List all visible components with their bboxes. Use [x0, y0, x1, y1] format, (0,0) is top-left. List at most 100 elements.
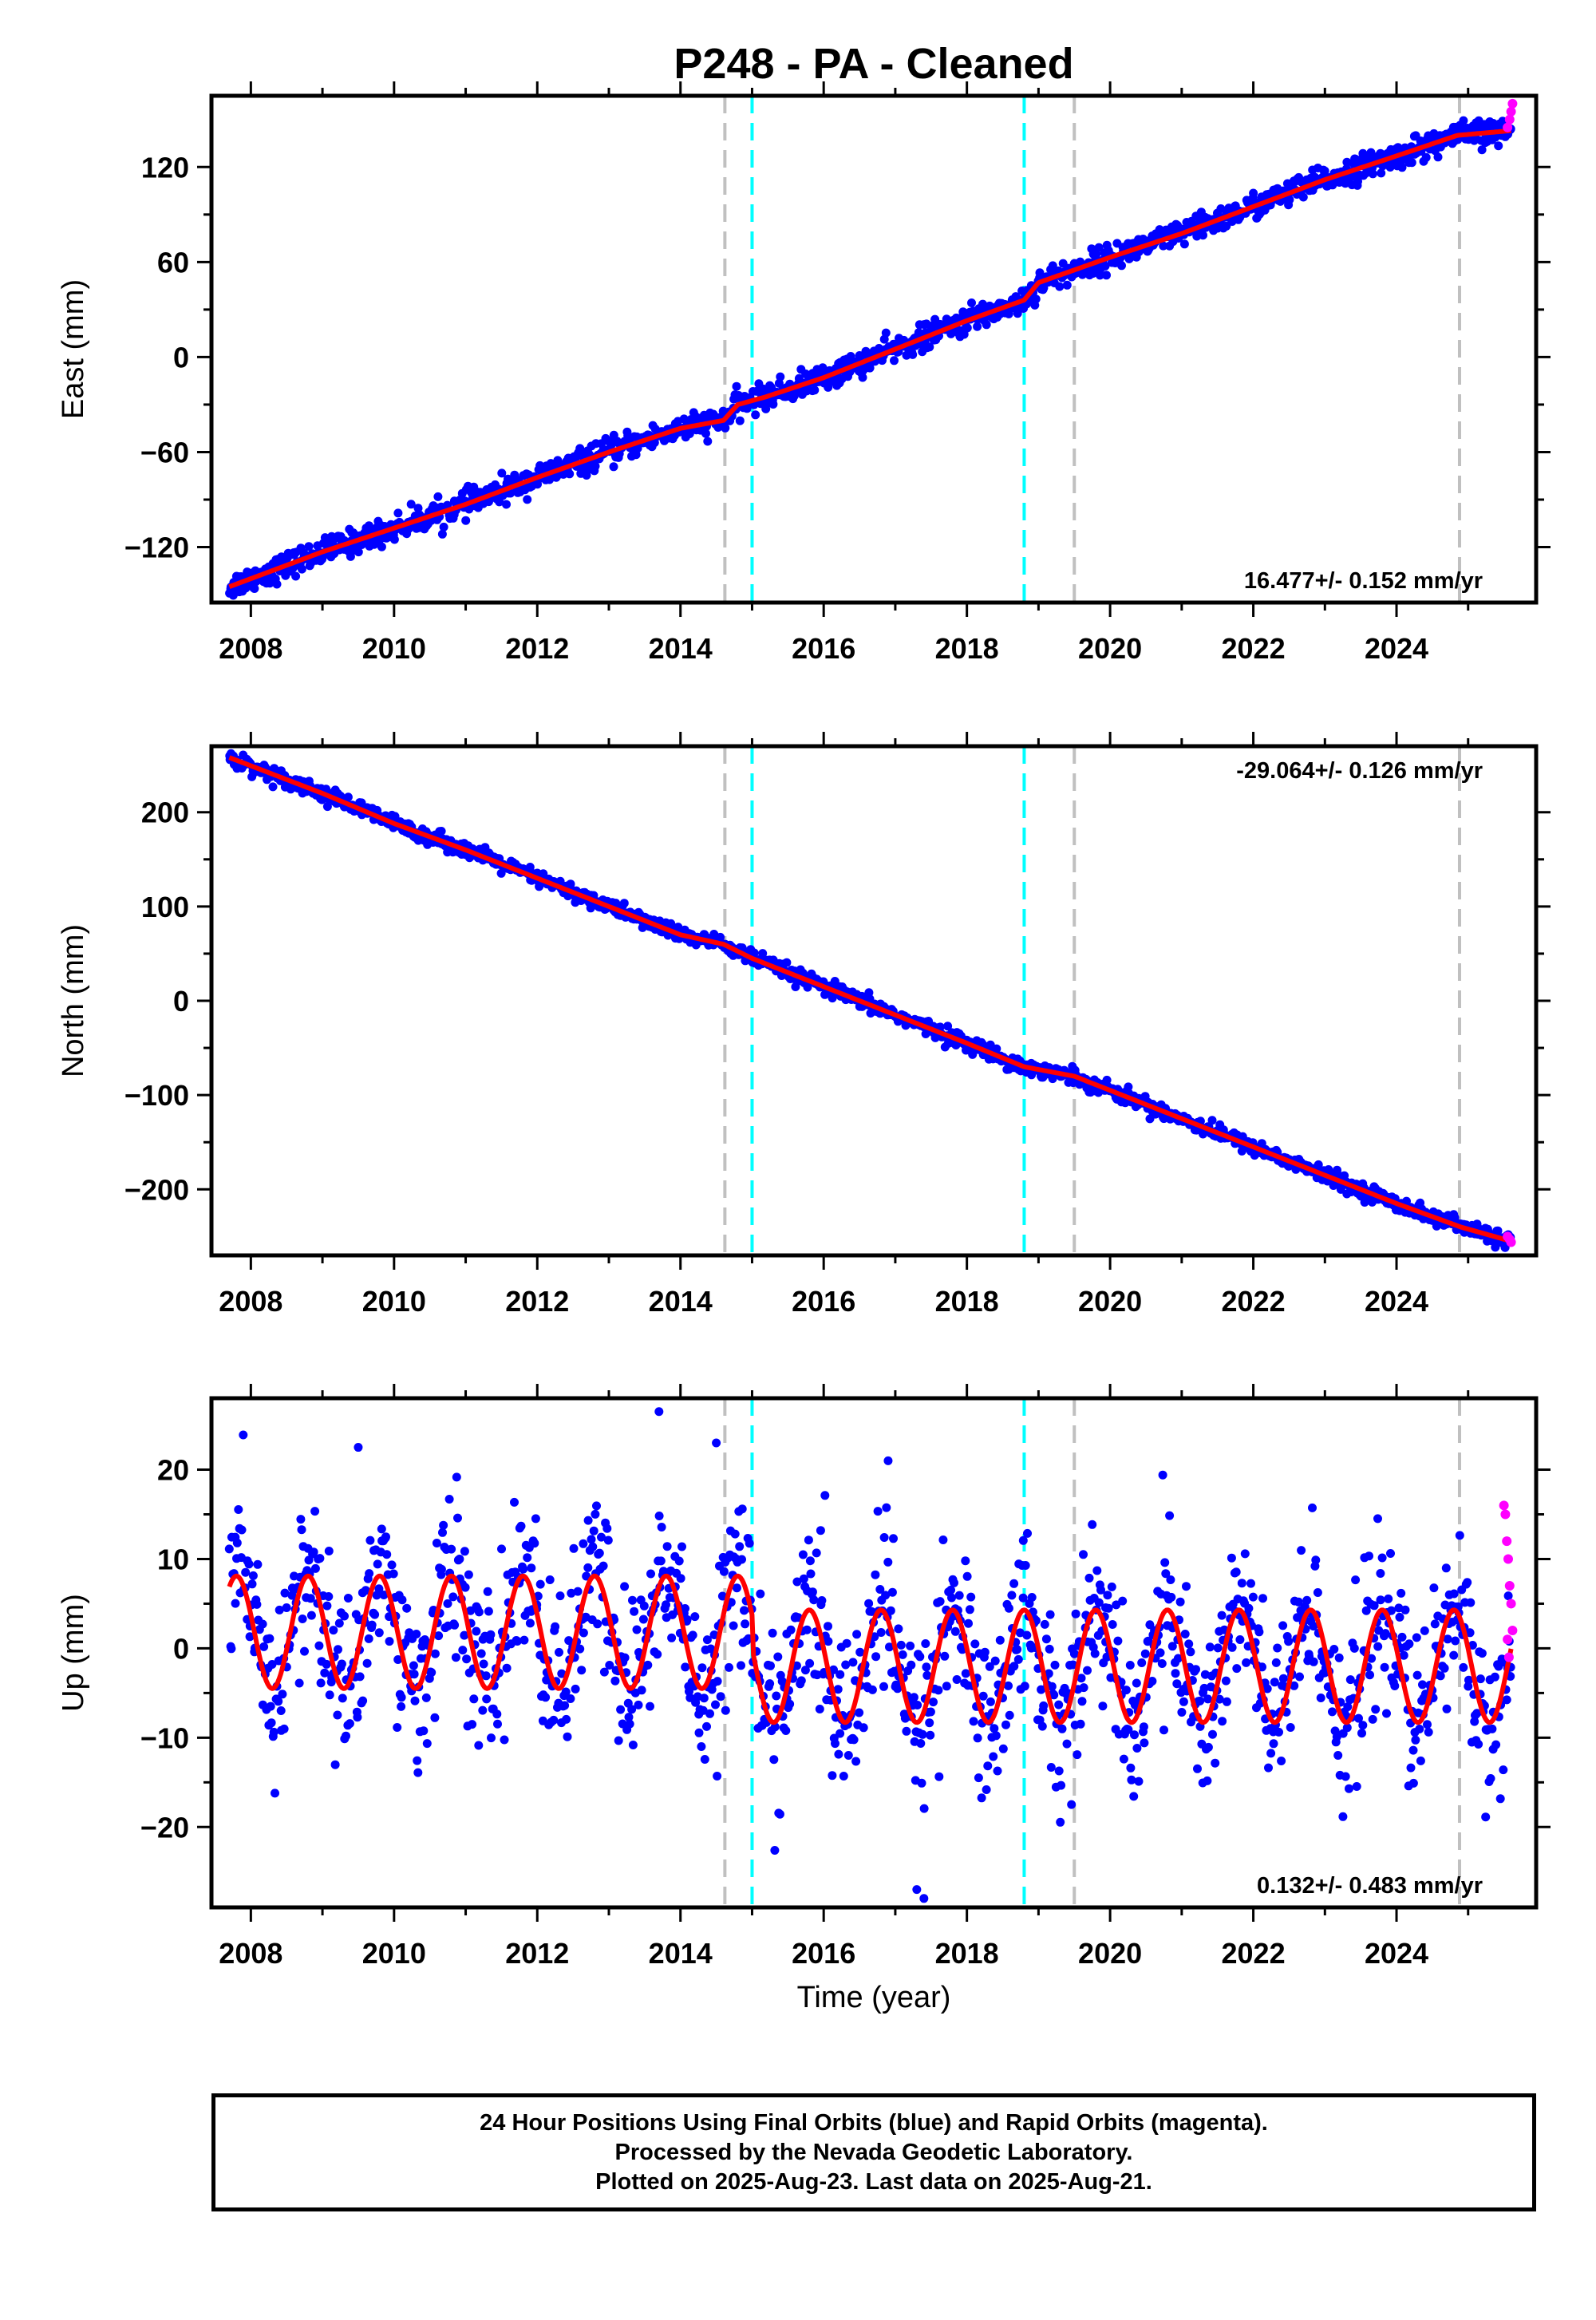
data-point: [450, 1620, 460, 1630]
data-point: [703, 437, 713, 446]
data-point: [1386, 1549, 1395, 1558]
data-point: [1067, 1800, 1077, 1809]
x-tick-label: 2018: [935, 1285, 999, 1318]
data-point: [858, 373, 867, 382]
data-point: [628, 1595, 637, 1605]
data-point: [973, 1733, 982, 1743]
y-tick-label: 10: [157, 1543, 189, 1575]
data-point: [902, 1726, 911, 1736]
y-tick-label: 0: [173, 341, 189, 373]
data-point: [1357, 1729, 1366, 1738]
data-point: [1021, 1561, 1030, 1570]
panel-up: 2008 2010 2012 2014 2016 2018 2020 2022 20242010…: [57, 1384, 1551, 2014]
data-point: [232, 1538, 242, 1547]
data-point: [1108, 1620, 1117, 1629]
data-point: [1408, 1778, 1418, 1788]
data-point: [1023, 1528, 1032, 1538]
data-point: [1404, 1639, 1414, 1649]
data-point: [338, 1694, 347, 1703]
data-point: [732, 381, 741, 391]
data-point: [836, 1729, 845, 1738]
data-point: [745, 1539, 754, 1548]
x-tick-label: 2010: [362, 1285, 426, 1318]
data-point: [1430, 1619, 1440, 1629]
data-point: [276, 1706, 286, 1715]
data-point: [444, 1495, 454, 1504]
data-point: [1429, 1583, 1439, 1593]
data-point: [1278, 1621, 1288, 1630]
data-point: [575, 1644, 585, 1654]
data-point: [1005, 1710, 1014, 1720]
data-point: [1130, 1730, 1139, 1740]
data-point: [1368, 1714, 1377, 1724]
data-point: [555, 1591, 565, 1601]
x-tick-label: 2012: [505, 1937, 569, 1970]
data-point: [539, 869, 548, 879]
data-point: [1117, 261, 1126, 271]
data-point: [685, 429, 694, 438]
data-point: [310, 1563, 320, 1573]
data-point: [646, 1569, 655, 1579]
data-point: [1160, 1558, 1170, 1567]
data-point: [250, 584, 259, 593]
data-point: [756, 1589, 765, 1599]
data-point: [565, 469, 575, 479]
data-point: [952, 1675, 962, 1684]
data-point: [667, 1633, 677, 1642]
data-point: [1113, 1636, 1123, 1646]
data-point: [916, 1739, 926, 1748]
data-point: [1451, 1636, 1460, 1646]
data-point: [1358, 1721, 1368, 1730]
data-point: [451, 1653, 460, 1662]
data-point: [1040, 1619, 1049, 1629]
data-point: [353, 1713, 362, 1722]
data-point: [922, 1662, 931, 1672]
data-point: [634, 1700, 643, 1709]
data-point: [676, 1574, 685, 1583]
data-point: [1385, 163, 1395, 172]
data-point: [409, 1661, 418, 1670]
data-point: [989, 1752, 998, 1761]
data-point: [337, 1659, 346, 1669]
data-point: [1102, 1075, 1112, 1085]
data-point: [1175, 1597, 1185, 1607]
data-point: [1411, 1735, 1420, 1745]
data-point: [1041, 1634, 1051, 1644]
data-point: [628, 1741, 638, 1749]
data-point: [1377, 168, 1386, 178]
data-point: [1125, 1661, 1135, 1670]
data-point: [980, 1647, 990, 1657]
data-point: [961, 1556, 970, 1566]
data-point: [940, 1651, 950, 1661]
data-point: [355, 1672, 365, 1682]
x-tick-label: 2016: [792, 1937, 855, 1970]
data-point: [1412, 1633, 1421, 1642]
data-point: [616, 1705, 626, 1714]
data-point: [700, 1755, 709, 1764]
data-point: [751, 410, 760, 420]
x-tick-label: 2024: [1365, 1937, 1428, 1970]
data-point: [1139, 1722, 1148, 1732]
x-tick-label: 2014: [649, 1937, 713, 1970]
data-point: [487, 1733, 496, 1743]
data-point: [701, 429, 710, 438]
data-point: [1416, 1756, 1425, 1765]
data-point: [1397, 163, 1407, 172]
data-point: [1341, 1772, 1350, 1781]
data-point: [991, 1731, 1001, 1741]
data-point: [1071, 1609, 1080, 1618]
data-point: [1397, 1632, 1407, 1642]
data-point: [610, 1676, 620, 1686]
data-point: [1084, 1573, 1094, 1583]
data-point: [816, 1526, 825, 1535]
rapid-orbit-point: [1503, 1634, 1513, 1645]
x-tick-label: 2018: [935, 632, 999, 665]
data-point: [1022, 1630, 1032, 1640]
data-point: [1476, 1674, 1485, 1684]
data-point: [453, 1513, 462, 1523]
data-point: [688, 1630, 697, 1640]
data-point: [678, 1542, 686, 1551]
data-point: [1199, 231, 1207, 240]
data-point: [265, 1634, 275, 1643]
rapid-orbit-point: [1506, 1599, 1516, 1609]
